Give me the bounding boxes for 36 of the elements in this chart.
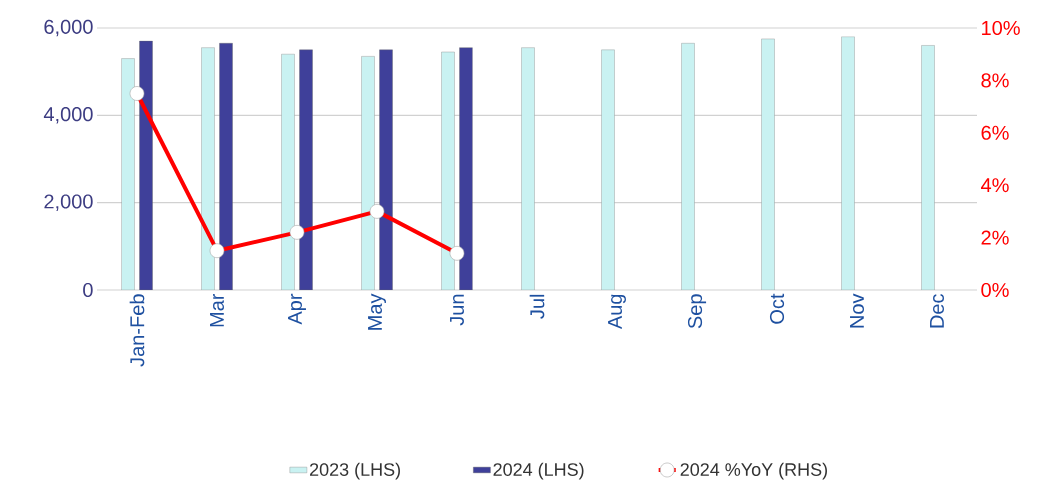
y-tick-label: 6,000 (44, 19, 93, 37)
y2-tick-label: 0% (981, 282, 1009, 298)
y2-tick-label: 4% (981, 178, 1009, 193)
y2-tick-label: 2% (981, 230, 1009, 245)
x-tick-label: May (368, 293, 386, 330)
y-tick-label: 0 (83, 282, 93, 298)
bar (379, 49, 393, 290)
bar (459, 47, 473, 290)
x-tick-label: Dec (930, 294, 944, 328)
bar (921, 45, 935, 290)
y2-tick-label: 8% (981, 73, 1009, 88)
bar (121, 58, 135, 290)
bar (139, 40, 153, 290)
y2-tick-label: 10% (982, 20, 1020, 36)
x-tick-label: Jun (450, 294, 464, 326)
bar (601, 49, 615, 290)
x-tick-label: Mar (210, 293, 224, 327)
bar (521, 47, 535, 290)
x-tick-label: Jul (529, 294, 545, 319)
y-tick-label: 2,000 (44, 194, 93, 211)
x-tick-label: Nov (850, 293, 864, 328)
x-tick-label: Jan-Feb (129, 294, 145, 367)
bar (299, 49, 313, 290)
legend-label: 2024 (LHS) (493, 462, 584, 480)
legend-label: 2024 %YoY (RHS) (680, 462, 827, 480)
x-tick-label: Sep (687, 294, 707, 329)
bar (761, 38, 775, 290)
x-tick-label: Oct (769, 293, 785, 324)
y-tick-label: 4,000 (43, 107, 93, 124)
y2-tick-label: 6% (981, 125, 1009, 140)
x-tick-label: Aug (608, 294, 626, 330)
legend-label: 2023 (LHS) (310, 462, 400, 480)
bar (841, 36, 855, 290)
x-tick-label: Apr (288, 293, 306, 325)
bar (681, 43, 695, 290)
bar (219, 43, 233, 290)
